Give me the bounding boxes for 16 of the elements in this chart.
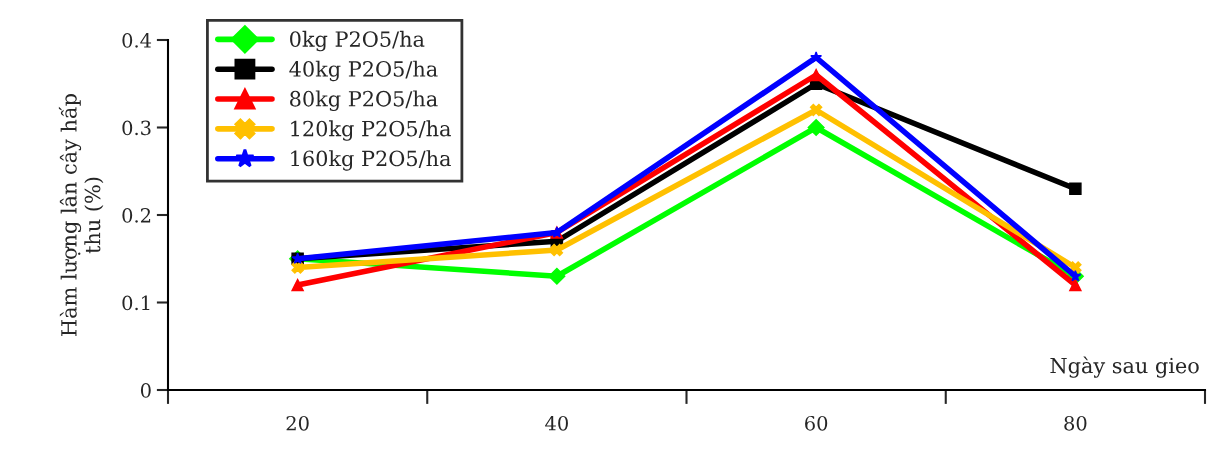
- y-tick-label: 0: [140, 382, 151, 398]
- x-axis-title: Ngày sau gieo: [1050, 356, 1199, 378]
- legend-label: 160kg P2O5/ha: [291, 150, 451, 171]
- legend-label: 40kg P2O5/ha: [289, 60, 438, 82]
- legend-label: 80kg P2O5/ha: [290, 90, 438, 111]
- x-tick-label: 40: [545, 415, 568, 431]
- y-tick-label: 0.4: [122, 32, 152, 48]
- x-tick-label: 80: [1064, 415, 1087, 431]
- y-tick-label: 0.2: [122, 207, 151, 223]
- y-axis-title: Hàm lượng lân cây hấp thu (%): [58, 94, 104, 336]
- legend-label: 120kg P2O5/ha: [291, 120, 451, 141]
- legend-label: 0kg P2O5/ha: [290, 30, 425, 52]
- y-tick-label: 0.3: [122, 120, 151, 136]
- y-tick-label: 0.1: [122, 295, 150, 311]
- x-tick-label: 20: [286, 415, 309, 431]
- x-tick-label: 60: [805, 415, 828, 431]
